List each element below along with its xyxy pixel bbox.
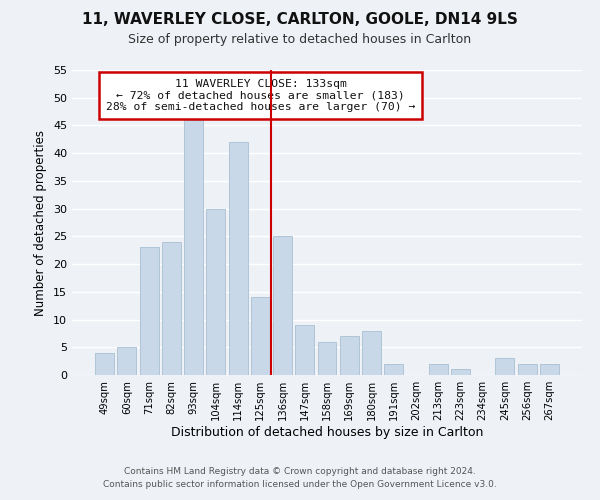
Bar <box>140 248 158 375</box>
Bar <box>362 330 381 375</box>
Text: Contains HM Land Registry data © Crown copyright and database right 2024.: Contains HM Land Registry data © Crown c… <box>124 467 476 476</box>
Bar <box>95 353 114 375</box>
Text: Contains public sector information licensed under the Open Government Licence v3: Contains public sector information licen… <box>103 480 497 489</box>
Bar <box>118 348 136 375</box>
Bar <box>184 120 203 375</box>
Y-axis label: Number of detached properties: Number of detached properties <box>34 130 47 316</box>
Bar <box>273 236 292 375</box>
Bar <box>496 358 514 375</box>
Bar <box>429 364 448 375</box>
Text: 11, WAVERLEY CLOSE, CARLTON, GOOLE, DN14 9LS: 11, WAVERLEY CLOSE, CARLTON, GOOLE, DN14… <box>82 12 518 28</box>
X-axis label: Distribution of detached houses by size in Carlton: Distribution of detached houses by size … <box>171 426 483 439</box>
Bar <box>162 242 181 375</box>
Bar <box>451 370 470 375</box>
Bar <box>206 208 225 375</box>
Bar <box>518 364 536 375</box>
Bar <box>540 364 559 375</box>
Bar <box>340 336 359 375</box>
Text: Size of property relative to detached houses in Carlton: Size of property relative to detached ho… <box>128 32 472 46</box>
Bar <box>251 298 270 375</box>
Text: 11 WAVERLEY CLOSE: 133sqm
← 72% of detached houses are smaller (183)
28% of semi: 11 WAVERLEY CLOSE: 133sqm ← 72% of detac… <box>106 79 415 112</box>
Bar <box>317 342 337 375</box>
Bar <box>384 364 403 375</box>
Bar <box>229 142 248 375</box>
Bar <box>295 325 314 375</box>
